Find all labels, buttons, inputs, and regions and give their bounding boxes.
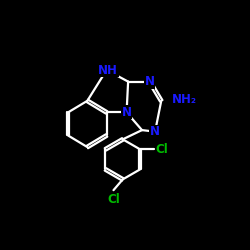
Text: Cl: Cl [156, 143, 168, 156]
Text: Cl: Cl [107, 193, 120, 206]
Text: NH: NH [98, 64, 118, 76]
Text: N: N [122, 106, 132, 119]
Text: N: N [150, 125, 160, 138]
Text: N: N [145, 75, 155, 88]
Text: NH₂: NH₂ [172, 93, 197, 106]
